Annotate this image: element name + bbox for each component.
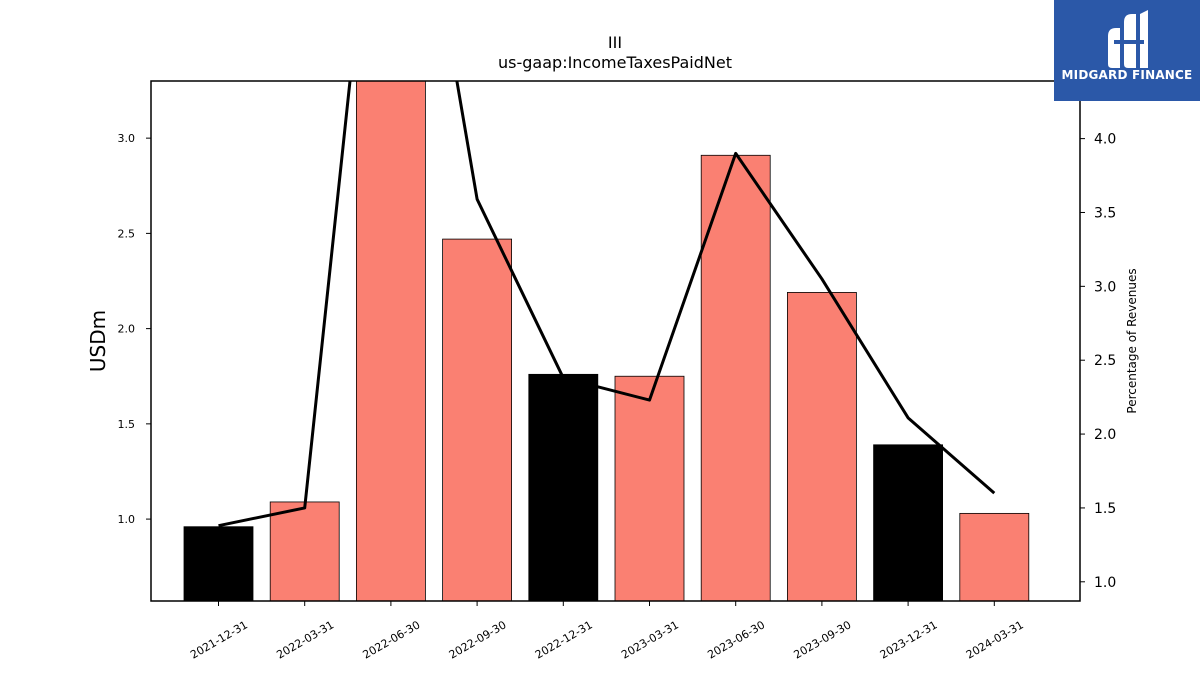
y2-tick-label: 1.5 bbox=[1094, 501, 1116, 517]
x-tick-label: 2021-12-31 bbox=[188, 618, 250, 661]
x-tick-label: 2023-06-30 bbox=[705, 618, 767, 661]
y2-tick-label: 1.0 bbox=[1094, 575, 1116, 591]
y2-axis-label: Percentage of Revenues bbox=[1125, 268, 1139, 413]
plot-frame bbox=[150, 80, 1081, 602]
chart-title: III bbox=[608, 33, 622, 52]
brand-name: MIDGARD FINANCE bbox=[1061, 68, 1193, 82]
y-tick-label: 1.0 bbox=[118, 513, 136, 526]
y-tick-label: 1.5 bbox=[118, 418, 136, 431]
y2-tick-label: 3.0 bbox=[1094, 279, 1116, 295]
bar-2023-12-31 bbox=[873, 444, 943, 601]
y-tick-label: 2.0 bbox=[118, 323, 136, 336]
bar-2023-03-31 bbox=[614, 375, 685, 601]
x-axis: 2021-12-31 2022-03-31 2022-06-30 2022-09-30… bbox=[188, 601, 1026, 662]
x-tick-label: 2022-03-31 bbox=[274, 618, 336, 661]
bar-2022-06-30 bbox=[355, 81, 426, 601]
y2-tick-label: 3.5 bbox=[1094, 205, 1116, 221]
x-tick-label: 2022-06-30 bbox=[361, 618, 423, 661]
y-tick-label: 2.5 bbox=[118, 227, 136, 240]
x-tick-label: 2023-09-30 bbox=[792, 618, 854, 661]
x-tick-label: 2024-03-31 bbox=[964, 618, 1026, 661]
bar-2022-03-31 bbox=[269, 501, 340, 601]
x-tick-label: 2022-09-30 bbox=[447, 618, 509, 661]
bar-2023-06-30 bbox=[700, 154, 771, 601]
line-series bbox=[218, 81, 996, 528]
x-tick-label: 2022-12-31 bbox=[533, 618, 595, 661]
y2-tick-label: 4.0 bbox=[1094, 132, 1116, 148]
chart-subtitle: us-gaap:IncomeTaxesPaidNet bbox=[498, 53, 732, 72]
y2-tick-label: 2.5 bbox=[1094, 353, 1116, 369]
revenue-percentage-line bbox=[218, 81, 996, 528]
bar-2022-12-31 bbox=[528, 373, 599, 601]
brand-logo: MIDGARD FINANCE bbox=[1054, 0, 1200, 101]
bar-2022-09-30 bbox=[442, 238, 513, 601]
bar-2024-03-31 bbox=[959, 512, 1030, 601]
x-tick-label: 2023-03-31 bbox=[619, 618, 681, 661]
y-axis-left: 1.0 1.5 2.0 2.5 3.0 bbox=[118, 132, 151, 526]
y2-tick-label: 2.0 bbox=[1094, 427, 1116, 443]
bar-2021-12-31 bbox=[183, 526, 254, 601]
bar-series bbox=[183, 81, 1030, 601]
y-tick-label: 3.0 bbox=[118, 132, 136, 145]
x-tick-label: 2023-12-31 bbox=[878, 618, 940, 661]
y-axis-right: 1.0 1.5 2.0 2.5 3.0 3.5 4.0 bbox=[1080, 132, 1116, 591]
bar-2023-09-30 bbox=[787, 292, 857, 601]
midgard-logo-icon bbox=[1108, 10, 1148, 68]
y-axis-label: USDm bbox=[86, 310, 110, 372]
